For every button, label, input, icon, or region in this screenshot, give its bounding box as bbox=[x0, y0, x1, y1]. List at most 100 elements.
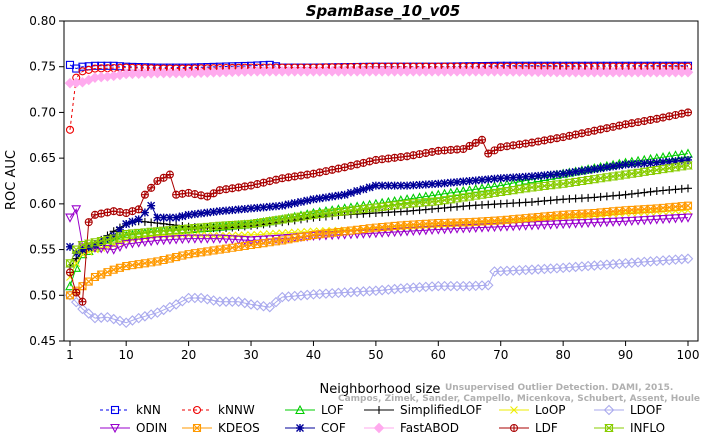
x-tick-label: 90 bbox=[618, 348, 633, 362]
data-point-cof bbox=[509, 173, 518, 182]
data-point-ldof bbox=[114, 315, 126, 327]
data-point-cof bbox=[272, 202, 280, 211]
data-point-cof bbox=[184, 210, 193, 219]
x-tick-label: 10 bbox=[119, 348, 134, 362]
legend-label-lof: LOF bbox=[321, 403, 344, 417]
legend-label-cof: COF bbox=[321, 421, 346, 434]
data-point-lof bbox=[464, 184, 475, 195]
data-point-cof bbox=[640, 159, 649, 168]
chart-title: SpamBase_10_v05 bbox=[306, 2, 460, 20]
data-point-simplifiedlof bbox=[147, 218, 156, 227]
data-point-odin bbox=[208, 234, 219, 244]
data-point-simplifiedlof bbox=[621, 190, 630, 199]
data-point-cof bbox=[147, 201, 156, 210]
data-point-cof bbox=[284, 200, 293, 209]
data-point-cof bbox=[465, 177, 474, 185]
data-point-cof bbox=[584, 166, 593, 175]
data-point-cof bbox=[365, 183, 374, 192]
data-point-cof bbox=[334, 191, 343, 200]
series-ldof bbox=[64, 253, 694, 328]
legend-marker-loop bbox=[510, 406, 518, 414]
legend-label-ldf: LDF bbox=[535, 421, 558, 434]
data-point-lof bbox=[458, 185, 469, 196]
data-point-ldf bbox=[78, 297, 87, 306]
data-point-odin bbox=[402, 227, 413, 237]
data-point-odin bbox=[489, 222, 500, 233]
data-point-cof bbox=[409, 181, 418, 190]
y-tick-label: 0.65 bbox=[29, 151, 56, 165]
data-point-cof bbox=[434, 179, 443, 188]
legend-label-ldof: LDOF bbox=[630, 403, 662, 417]
data-point-odin bbox=[127, 239, 138, 249]
data-point-cof bbox=[378, 181, 387, 190]
data-point-lof bbox=[483, 182, 494, 192]
data-point-odin bbox=[464, 224, 475, 234]
data-point-odin bbox=[189, 234, 200, 244]
data-point-cof bbox=[403, 181, 412, 190]
data-point-lof bbox=[408, 193, 419, 203]
watermark-line-1: Unsupervised Outlier Detection. DAMI, 20… bbox=[445, 383, 673, 393]
data-point-odin bbox=[370, 229, 381, 239]
data-point-odin bbox=[183, 234, 194, 244]
data-point-cof bbox=[259, 203, 268, 212]
legend-marker-knn bbox=[110, 405, 120, 415]
data-point-cof bbox=[652, 158, 661, 167]
x-tick-label: 50 bbox=[368, 348, 383, 362]
legend-item-simplifiedlof: SimplifiedLOF bbox=[364, 403, 482, 417]
data-point-odin bbox=[452, 224, 462, 234]
data-point-odin bbox=[601, 218, 612, 228]
data-point-ldof bbox=[139, 311, 151, 322]
data-point-odin bbox=[420, 226, 431, 236]
data-point-cof bbox=[197, 209, 206, 218]
data-point-ldof bbox=[482, 279, 494, 291]
data-point-cof bbox=[303, 196, 312, 205]
data-point-cof bbox=[646, 159, 655, 168]
legend-item-fastabod: FastABOD bbox=[364, 421, 459, 434]
data-point-inflo bbox=[683, 161, 693, 170]
legend-label-inflo: INFLO bbox=[630, 421, 665, 434]
data-point-odin bbox=[196, 234, 207, 244]
x-tick-label: 30 bbox=[243, 348, 258, 362]
data-point-odin bbox=[139, 237, 150, 248]
data-point-cof bbox=[421, 180, 430, 189]
data-point-odin bbox=[483, 223, 494, 233]
data-point-cof bbox=[315, 194, 324, 203]
data-point-cof bbox=[677, 156, 686, 165]
data-point-ldof bbox=[239, 297, 251, 309]
data-point-odin bbox=[233, 235, 244, 245]
data-point-fastabod bbox=[682, 66, 694, 78]
data-point-odin bbox=[551, 220, 562, 230]
data-point-cof bbox=[521, 172, 530, 181]
x-axis-label: Neighborhood size bbox=[320, 382, 441, 397]
data-point-odin bbox=[495, 222, 506, 232]
data-point-cof bbox=[577, 166, 586, 175]
data-point-odin bbox=[246, 236, 256, 246]
data-point-cof bbox=[453, 178, 462, 187]
data-point-odin bbox=[133, 238, 144, 248]
legend-marker-ldof bbox=[603, 404, 615, 416]
data-point-cof bbox=[371, 181, 380, 190]
data-point-odin bbox=[533, 221, 544, 231]
data-point-odin bbox=[583, 218, 594, 229]
data-point-odin bbox=[395, 227, 406, 237]
data-point-odin bbox=[152, 236, 163, 246]
data-point-odin bbox=[121, 240, 132, 250]
y-axis-label: ROC AUC bbox=[4, 150, 19, 210]
legend-item-loop: LoOP bbox=[499, 403, 566, 417]
legend-marker-simplifiedlof bbox=[375, 406, 383, 414]
data-point-ldof bbox=[145, 309, 157, 320]
data-point-cof bbox=[190, 210, 199, 219]
data-point-simplifiedlof bbox=[646, 187, 655, 196]
legend-label-simplifiedlof: SimplifiedLOF bbox=[400, 403, 482, 417]
data-point-lof bbox=[127, 229, 138, 239]
data-point-odin bbox=[570, 219, 581, 229]
y-tick-label: 0.75 bbox=[29, 60, 56, 74]
data-point-ldof bbox=[108, 313, 119, 325]
x-axis: 1 10 20 30 40 50 60 70 80 90 100 bbox=[66, 341, 699, 362]
y-tick-label: 0.55 bbox=[29, 243, 56, 257]
data-point-cof bbox=[602, 163, 611, 172]
data-point-odin bbox=[115, 242, 125, 252]
data-point-cof bbox=[671, 157, 680, 166]
legend-marker-kdeos bbox=[192, 423, 202, 433]
legend-item-ldf: LDF bbox=[499, 421, 558, 434]
